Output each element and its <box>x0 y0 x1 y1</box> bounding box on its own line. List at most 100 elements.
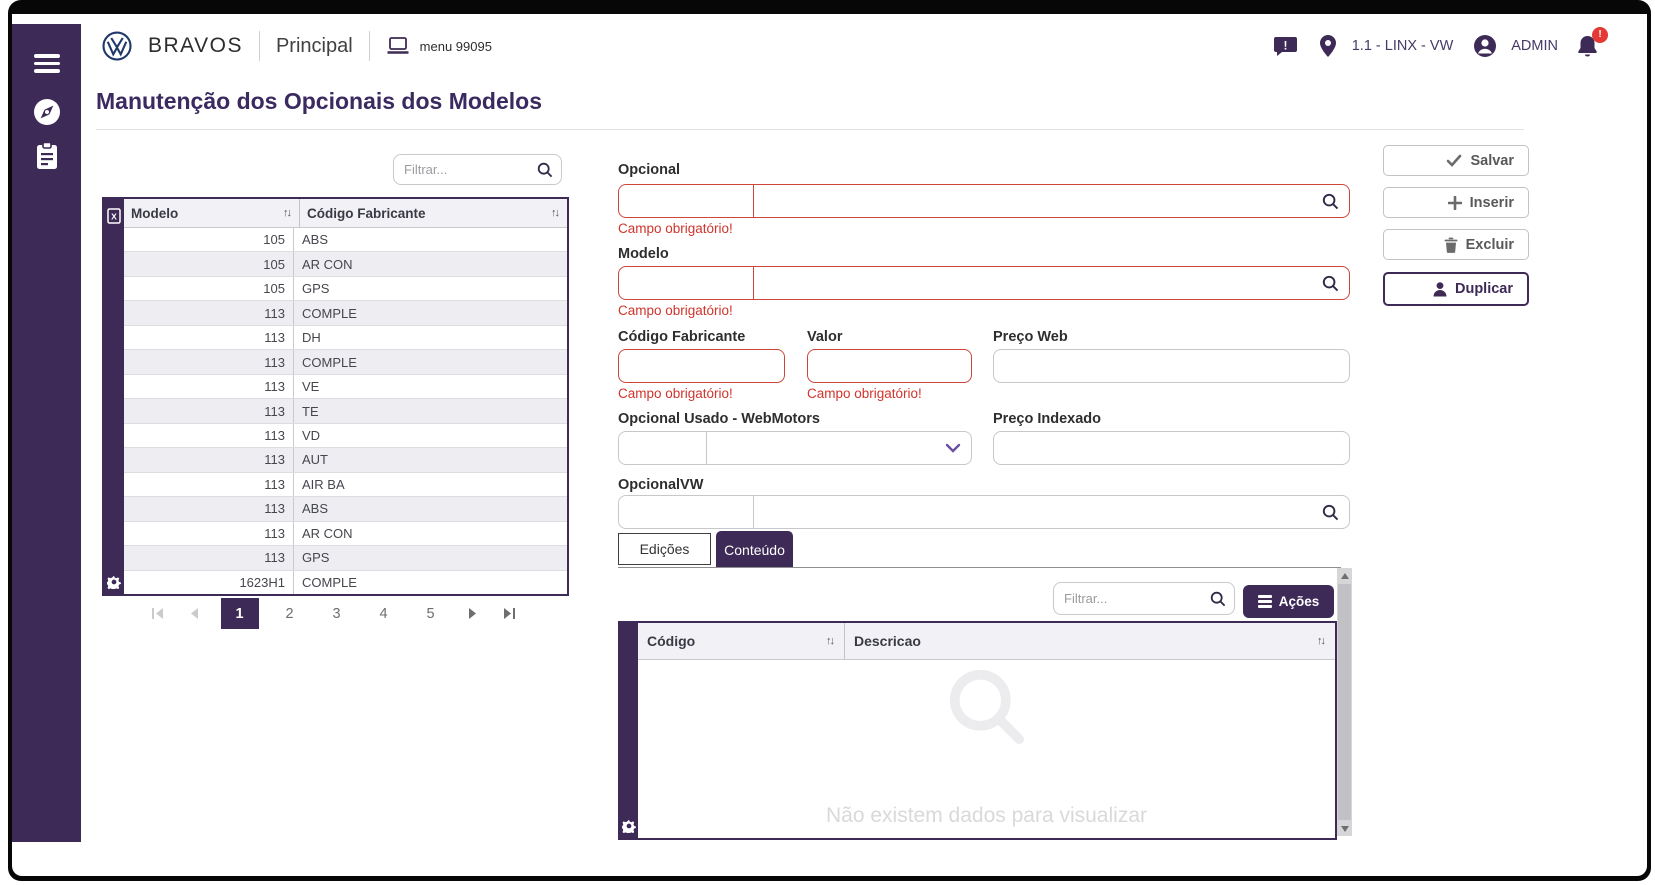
modelo-code-input[interactable] <box>619 268 753 283</box>
valor-input[interactable] <box>808 350 971 382</box>
cell-modelo: 105 <box>124 252 294 276</box>
top-header: BRAVOS Principal menu 99095 ! <box>81 14 1647 78</box>
table-row[interactable]: 113 ABS <box>124 496 567 521</box>
user-label[interactable]: ADMIN <box>1511 38 1558 54</box>
column-header-codigo-fabricante[interactable]: Código Fabricante <box>307 205 426 221</box>
search-icon[interactable] <box>1322 267 1349 299</box>
codigo-fabricante-field <box>618 349 785 383</box>
acoes-button[interactable]: Ações <box>1243 585 1334 618</box>
scroll-up-arrow[interactable] <box>1337 568 1352 583</box>
opcional-vw-code-input[interactable] <box>619 497 753 512</box>
menu-code-label: menu 99095 <box>419 38 492 54</box>
table-row[interactable]: 113 VD <box>124 422 567 448</box>
tab-conteudo[interactable]: Conteúdo <box>716 531 793 568</box>
content-table-header: Código ↑↓ Descricao ↑↓ <box>638 623 1335 660</box>
table-row[interactable]: 1623H1 COMPLE <box>124 569 567 595</box>
excluir-button[interactable]: Excluir <box>1383 229 1529 260</box>
hamburger-menu-button[interactable] <box>12 54 81 73</box>
sort-icon[interactable]: ↑↓ <box>551 207 560 219</box>
first-page-button[interactable] <box>147 599 169 629</box>
pagination: 1 2 3 4 5 <box>102 598 565 629</box>
search-icon[interactable] <box>1322 496 1349 528</box>
tab-edicoes[interactable]: Edições <box>618 533 711 565</box>
opcional-code-input[interactable] <box>619 186 753 201</box>
search-icon[interactable] <box>1322 185 1349 217</box>
search-icon[interactable] <box>537 162 553 178</box>
sort-icon[interactable]: ↑↓ <box>1317 635 1326 647</box>
environment-label[interactable]: 1.1 - LINX - VW <box>1351 38 1454 54</box>
acoes-label: Ações <box>1278 594 1320 609</box>
table-row[interactable]: 113 AUT <box>124 447 567 472</box>
column-header-modelo[interactable]: Modelo <box>131 205 179 221</box>
table-row[interactable]: 113 AR CON <box>124 520 567 546</box>
scroll-down-arrow[interactable] <box>1337 821 1352 836</box>
table-row[interactable]: 113 COMPLE <box>124 349 567 374</box>
codigo-fabricante-input[interactable] <box>619 350 784 382</box>
gear-icon[interactable] <box>622 819 636 833</box>
preco-indexado-input[interactable] <box>994 432 1349 464</box>
last-page-button[interactable] <box>499 599 521 629</box>
content-filter-input[interactable] <box>1054 591 1210 606</box>
left-filter-input[interactable] <box>394 162 537 177</box>
table-row[interactable]: 105 AR CON <box>124 251 567 276</box>
cell-codigo-fabricante: ABS <box>302 501 329 517</box>
column-header-codigo[interactable]: Código <box>647 633 696 649</box>
cell-modelo: 113 <box>124 472 294 497</box>
cell-codigo-fabricante: ABS <box>302 232 329 248</box>
sort-icon[interactable]: ↑↓ <box>826 635 835 647</box>
sidebar-item-navigator[interactable] <box>12 98 81 126</box>
vertical-scrollbar[interactable] <box>1337 568 1352 836</box>
location-pin-icon[interactable] <box>1318 34 1338 58</box>
table-row[interactable]: 113 GPS <box>124 545 567 570</box>
page-button-2[interactable]: 2 <box>285 605 294 622</box>
notification-badge: ! <box>1592 26 1608 43</box>
table-row[interactable]: 113 AIR BA <box>124 471 567 497</box>
page-button-3[interactable]: 3 <box>332 605 341 622</box>
table-row[interactable]: 113 COMPLE <box>124 300 567 325</box>
gear-icon[interactable] <box>107 575 121 589</box>
cell-modelo: 113 <box>124 399 294 423</box>
duplicar-button[interactable]: Duplicar <box>1383 272 1529 306</box>
table-row[interactable]: 113 DH <box>124 324 567 350</box>
opcional-desc-input[interactable] <box>754 193 1322 209</box>
scrollbar-thumb[interactable] <box>1338 584 1351 820</box>
cell-codigo-fabricante: GPS <box>302 281 330 297</box>
valor-error: Campo obrigatório! <box>807 386 922 401</box>
hamburger-icon <box>33 54 60 73</box>
page-button-1[interactable]: 1 <box>220 598 259 629</box>
opcional-vw-desc-input[interactable] <box>754 504 1322 520</box>
column-header-descricao[interactable]: Descricao <box>854 633 921 649</box>
opcional-usado-select[interactable] <box>707 440 945 456</box>
excel-export-icon[interactable]: X <box>107 208 121 224</box>
page-button-4[interactable]: 4 <box>379 605 388 622</box>
preco-indexado-label: Preço Indexado <box>993 411 1101 427</box>
modelo-desc-input[interactable] <box>754 275 1322 291</box>
pagination-pages: 1 2 3 4 5 <box>220 598 447 629</box>
search-icon[interactable] <box>1210 591 1226 607</box>
inserir-button[interactable]: Inserir <box>1383 187 1529 218</box>
valor-label: Valor <box>807 329 843 345</box>
preco-web-field <box>993 349 1350 383</box>
salvar-button[interactable]: Salvar <box>1383 145 1529 176</box>
notifications-button[interactable]: ! <box>1576 26 1608 59</box>
table-row[interactable]: 105 GPS <box>124 275 567 301</box>
left-table-body: 105 ABS 105 AR CON 105 GPS 113 COMPLE 113 DH 113 CO… <box>124 228 567 595</box>
next-page-button[interactable] <box>462 599 484 629</box>
previous-page-button[interactable] <box>184 599 206 629</box>
table-row[interactable]: 105 ABS <box>124 228 567 252</box>
opcional-usado-code-input[interactable] <box>619 433 706 448</box>
sort-icon[interactable]: ↑↓ <box>283 207 292 219</box>
table-row[interactable]: 113 TE <box>124 398 567 423</box>
content-table: Código ↑↓ Descricao ↑↓ Não <box>618 621 1337 840</box>
page-button-5[interactable]: 5 <box>426 605 435 622</box>
header-section[interactable]: Principal <box>275 34 353 57</box>
modelo-field <box>618 266 1350 300</box>
preco-web-input[interactable] <box>994 350 1349 382</box>
cell-modelo: 113 <box>124 350 294 374</box>
chevron-down-icon[interactable] <box>945 432 971 464</box>
sidebar-item-tasks[interactable] <box>12 142 81 170</box>
table-row[interactable]: 113 VE <box>124 373 567 399</box>
user-icon[interactable] <box>1473 34 1497 58</box>
chat-alert-icon[interactable]: ! <box>1273 34 1298 58</box>
